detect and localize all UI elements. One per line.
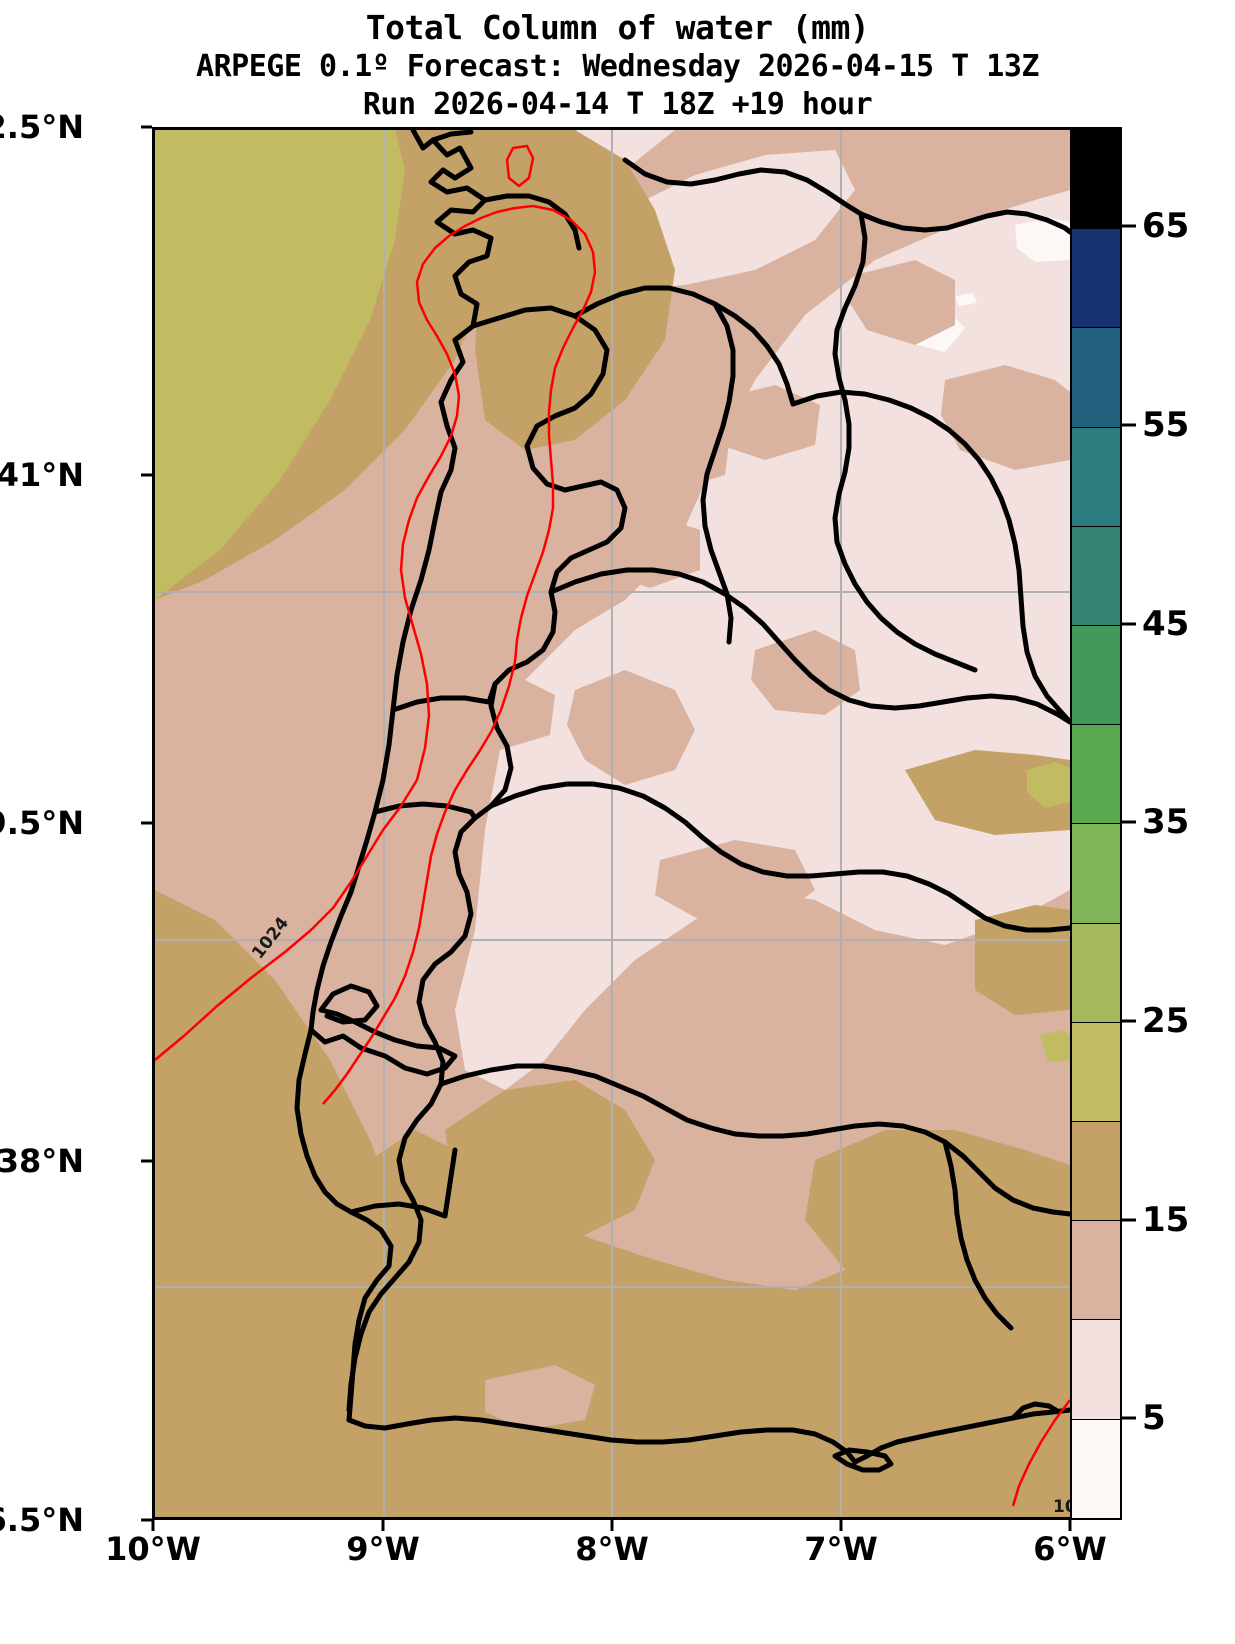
xtick-label-9w: 9°W: [346, 1530, 420, 1568]
contour-band-15-20-alentejo: [445, 1080, 655, 1240]
colorbar[interactable]: [1070, 127, 1122, 1520]
xtick-mark-8w: [610, 1520, 614, 1531]
colorbar-band-55-60: [1072, 327, 1120, 427]
contour-patch-10-15-i: [805, 990, 975, 1075]
colorbar-band-0-5: [1072, 1418, 1120, 1518]
ytick-mark-36-5n: [141, 1518, 152, 1522]
xtick-label-7w: 7°W: [804, 1530, 878, 1568]
cbtick-label-65: 65: [1142, 206, 1190, 246]
cbtick-label-15: 15: [1142, 1200, 1190, 1240]
ytick-mark-42-5n: [141, 125, 152, 129]
xtick-mark-10w: [151, 1520, 155, 1531]
cbtick-mark-15: [1122, 1218, 1136, 1222]
contour-band-5-10-meseta: [455, 190, 1070, 1090]
cbtick-mark-55: [1122, 423, 1136, 427]
cbtick-mark-5: [1122, 1416, 1136, 1420]
ytick-mark-41n: [141, 473, 152, 477]
weather-map-svg: 1024 1020: [155, 130, 1070, 1517]
contour-patch-10-15-k: [485, 1365, 595, 1430]
colorbar-band-10-15: [1072, 1220, 1120, 1320]
cbtick-label-5: 5: [1142, 1398, 1166, 1438]
xtick-label-6w: 6°W: [1033, 1530, 1107, 1568]
ytick-label-42-5n: 42.5°N: [0, 108, 84, 146]
ytick-label-36-5n: 36.5°N: [0, 1501, 84, 1539]
colorbar-band-50-55: [1072, 426, 1120, 526]
ytick-mark-39-5n: [141, 821, 152, 825]
colorbar-band-20-25: [1072, 1021, 1120, 1122]
contour-patch-10-15-a: [567, 670, 695, 785]
cbtick-label-45: 45: [1142, 604, 1190, 644]
colorbar-band-40-45: [1072, 625, 1120, 725]
cbtick-label-55: 55: [1142, 405, 1190, 445]
colorbar-band-35-40: [1072, 724, 1120, 824]
forecast-subtitle: ARPEGE 0.1º Forecast: Wednesday 2026-04-…: [196, 49, 1039, 84]
xtick-label-8w: 8°W: [575, 1530, 649, 1568]
xtick-mark-9w: [381, 1520, 385, 1531]
colorbar-band-30-35: [1072, 823, 1120, 923]
contour-band-15-20-andalusia: [805, 1130, 1070, 1305]
contour-band-20-25-nw: [155, 130, 405, 600]
colorbar-band-65-70: [1072, 129, 1120, 229]
contour-patch-10-15-g: [655, 840, 815, 920]
contour-band-20-25-east-patch: [1027, 762, 1070, 808]
cbtick-mark-45: [1122, 622, 1136, 626]
colorbar-band-25-30: [1072, 922, 1120, 1022]
contour-patch-10-15-h: [461, 675, 555, 750]
map-plot-area[interactable]: 1024 1020: [152, 127, 1073, 1520]
colorbar-band-5-10: [1072, 1319, 1120, 1419]
contour-band-20-25-east-patch2: [1040, 1030, 1070, 1062]
run-subtitle: Run 2026-04-14 T 18Z +19 hour: [362, 87, 873, 122]
contour-band-0-5-spot3: [955, 293, 977, 306]
graticule: [155, 130, 1070, 1517]
page-title: Total Column of water (mm): [365, 8, 870, 47]
isobar-label-1020: 1020: [1053, 1497, 1070, 1517]
cbtick-mark-25: [1122, 1019, 1136, 1023]
xtick-mark-6w: [1068, 1520, 1072, 1531]
colorbar-band-45-50: [1072, 525, 1120, 626]
coastline-and-borders: [294, 130, 1070, 1473]
colorbar-band-60-65: [1072, 228, 1120, 328]
ytick-label-38n: 38°N: [0, 1142, 84, 1180]
ytick-label-41n: 41°N: [0, 456, 84, 494]
colorbar-band-15-20: [1072, 1121, 1120, 1221]
title-block: Total Column of water (mm) ARPEGE 0.1º F…: [0, 0, 1235, 124]
xtick-label-10w: 10°W: [105, 1530, 201, 1568]
contour-patch-10-15-c: [849, 260, 955, 345]
contour-band-0-5-ne: [1015, 218, 1070, 262]
xtick-mark-7w: [839, 1520, 843, 1531]
cbtick-label-25: 25: [1142, 1001, 1190, 1041]
cbtick-mark-35: [1122, 820, 1136, 824]
isobar-lines: [155, 144, 1070, 1507]
ytick-label-39-5n: 39.5°N: [0, 804, 84, 842]
ytick-mark-38n: [141, 1159, 152, 1163]
contour-patch-10-15-e: [941, 365, 1070, 470]
cbtick-label-35: 35: [1142, 802, 1190, 842]
cbtick-mark-65: [1122, 224, 1136, 228]
